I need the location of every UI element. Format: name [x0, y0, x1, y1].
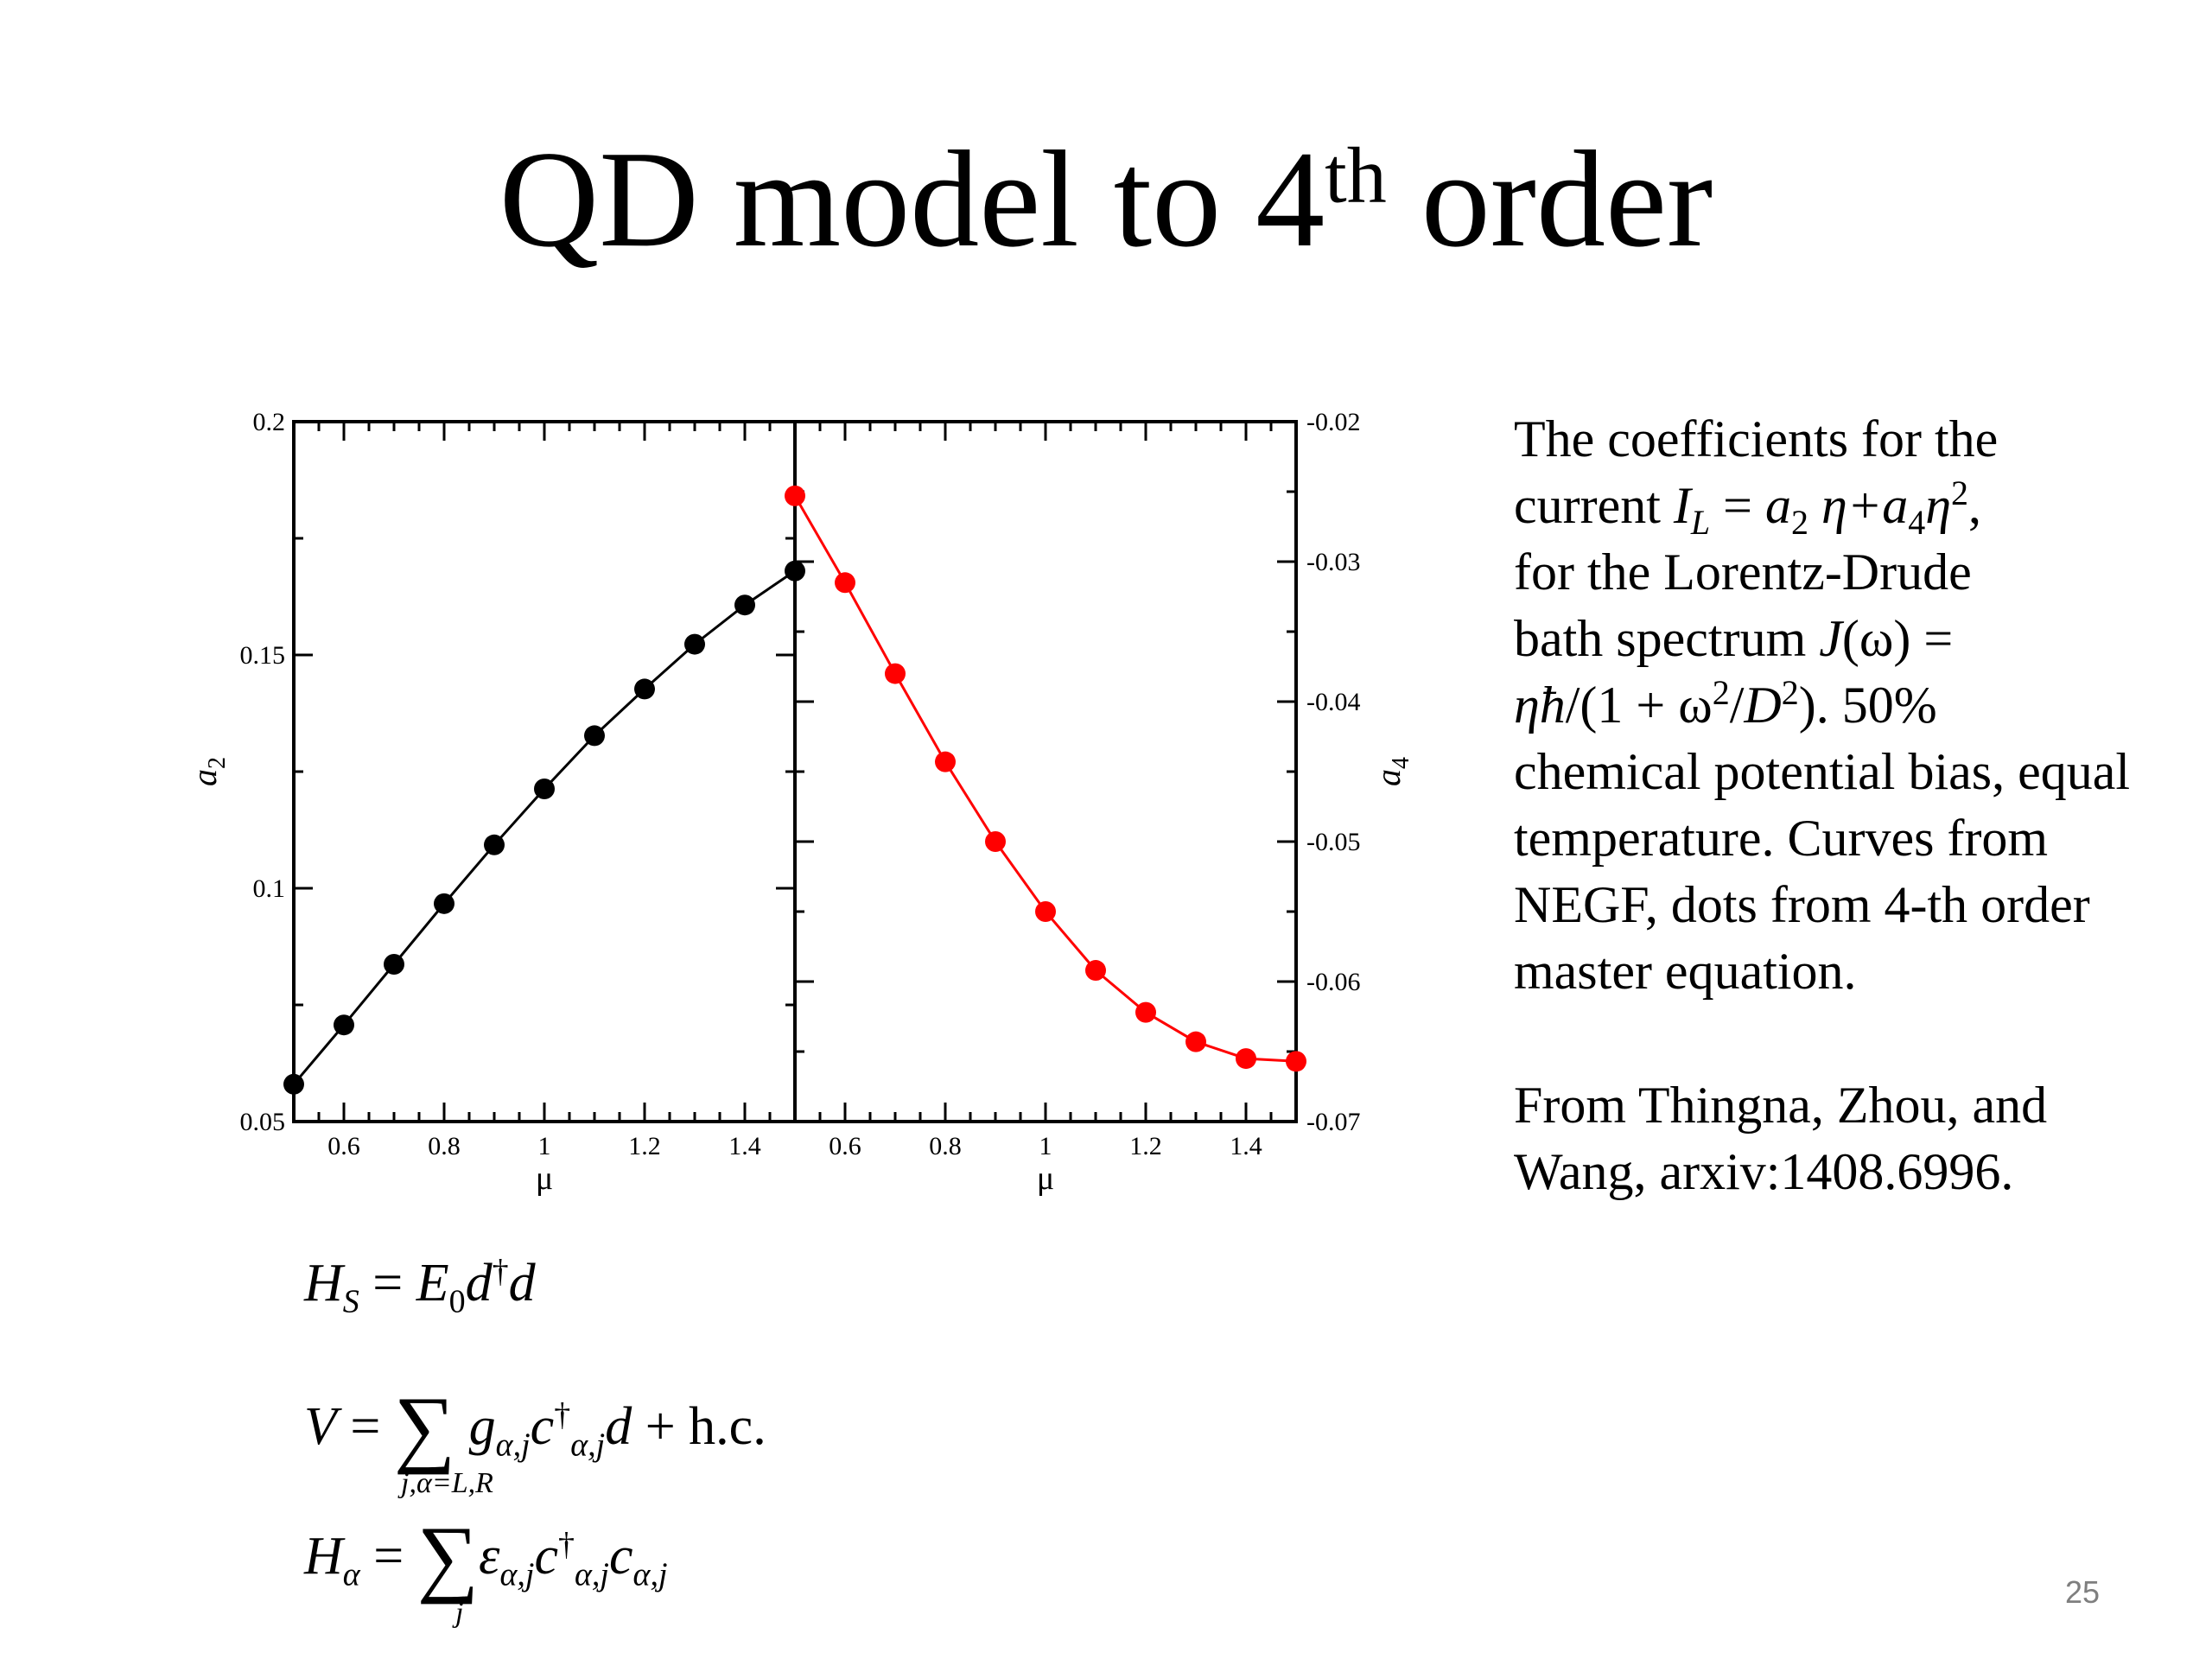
y-tick-label: 0.15	[240, 641, 286, 670]
desc-a2: a	[1764, 477, 1791, 534]
desc-line: The coefficients for the	[1514, 410, 1999, 467]
desc-eta2: η	[1925, 477, 1952, 534]
desc-J: J	[1819, 610, 1842, 667]
desc-current-sub: L	[1690, 503, 1711, 542]
desc-a2-sub: 2	[1790, 503, 1808, 542]
desc-percent: 50%	[1828, 677, 1937, 734]
system-hamiltonian: HS = E0d†d	[304, 1253, 536, 1320]
desc-rest: chemical potential bias, equal temperatu…	[1514, 743, 2131, 1000]
y-axis-label: a2	[185, 757, 231, 786]
series-line	[292, 569, 796, 1085]
desc-bath: bath spectrum	[1514, 610, 1820, 667]
desc-formula-D: D	[1744, 677, 1782, 734]
y-tick-label: 0.1	[253, 874, 286, 903]
data-point	[634, 678, 655, 700]
x-axis-label: μ	[1037, 1160, 1054, 1197]
y-tick-label: -0.07	[1306, 1108, 1361, 1136]
data-point	[1035, 901, 1056, 922]
desc-formula-sq: 2	[1712, 673, 1730, 712]
data-point	[484, 834, 505, 855]
x-tick-label: 1	[538, 1132, 551, 1160]
x-tick-label: 1.4	[1230, 1132, 1262, 1160]
data-point	[584, 725, 605, 747]
x-tick-label: 0.8	[428, 1132, 461, 1160]
desc-formula-slash: /	[1729, 677, 1745, 734]
data-point	[1185, 1031, 1206, 1052]
data-point	[684, 633, 705, 655]
y-tick-label: -0.04	[1306, 688, 1361, 716]
desc-a4: a	[1882, 477, 1909, 534]
x-tick-label: 0.8	[929, 1132, 962, 1160]
plot-frame	[292, 420, 797, 1123]
data-point	[935, 751, 956, 772]
x-axis-label: μ	[536, 1160, 553, 1197]
plot-frame	[793, 420, 1298, 1123]
data-point	[734, 594, 755, 616]
series-line	[793, 495, 1297, 1063]
y-tick-label: -0.02	[1306, 408, 1361, 436]
description-text: The coefficients for the current IL = a2…	[1514, 406, 2171, 1205]
desc-comma: ,	[1968, 477, 1982, 534]
desc-equals: =	[1710, 477, 1765, 534]
y-tick-label: -0.06	[1306, 968, 1361, 996]
desc-formula-eta: ηħ	[1514, 677, 1566, 734]
y-tick-label: -0.03	[1306, 548, 1361, 576]
desc-current: current	[1514, 477, 1674, 534]
desc-square: 2	[1951, 474, 1969, 512]
x-tick-label: 1.2	[628, 1132, 661, 1160]
data-point	[885, 663, 906, 684]
y-tick-label: 0.2	[253, 408, 286, 436]
desc-line: for the Lorentz-Drude	[1514, 543, 1972, 601]
bath-hamiltonian: Hα = ∑ j εα,jc†α,jcα,j	[304, 1509, 668, 1629]
title-superscript: th	[1325, 130, 1387, 219]
x-tick-label: 0.6	[829, 1132, 861, 1160]
y-tick-label: -0.05	[1306, 828, 1361, 856]
data-point	[1236, 1048, 1256, 1070]
sum-limits: j,α=L,R	[401, 1467, 493, 1499]
x-tick-label: 1	[1039, 1132, 1052, 1160]
data-point	[835, 572, 855, 594]
data-point	[1135, 1001, 1156, 1023]
source-citation: From Thingna, Zhou, and Wang, arxiv:1408…	[1514, 1077, 2048, 1200]
data-point	[434, 893, 454, 914]
coupling-hamiltonian: V = ∑ j,α=L,R gα,jc†α,jd + h.c.	[304, 1379, 766, 1499]
x-tick-label: 1.2	[1129, 1132, 1162, 1160]
title-main: QD model to 4	[499, 122, 1325, 276]
sum-symbol: ∑	[416, 1509, 479, 1605]
y-axis-label: a4	[1369, 757, 1414, 786]
desc-a4-sub: 4	[1908, 503, 1926, 542]
desc-eta: η+	[1808, 477, 1883, 534]
page-number: 25	[2064, 1574, 2100, 1610]
desc-current-symbol: I	[1673, 477, 1691, 534]
sum-symbol: ∑	[393, 1379, 456, 1475]
data-point	[1286, 1051, 1306, 1072]
data-point	[785, 485, 805, 506]
hamiltonian-equations: HS = E0d†d V = ∑ j,α=L,R gα,jc†α,jd + h.c…	[304, 1253, 766, 1629]
data-point	[534, 778, 555, 799]
desc-formula-mid: /(1 + ω	[1565, 677, 1713, 734]
title-end: order	[1386, 122, 1713, 276]
desc-omega: (ω) =	[1841, 610, 1954, 667]
desc-formula-sq: 2	[1781, 673, 1799, 712]
data-point	[384, 954, 404, 976]
data-point	[1085, 960, 1106, 982]
slide-title: QD model to 4th order	[0, 130, 2212, 268]
desc-formula-end: ).	[1798, 677, 1829, 734]
data-point	[283, 1073, 304, 1095]
data-point	[985, 831, 1006, 852]
x-tick-label: 1.4	[728, 1132, 761, 1160]
coefficient-chart: 0.6 0.8 1 1.2 1.4 μ 0.05 0.1 0.15 0.2 a2 0.6 0.8 1 1.2…	[185, 408, 1414, 1197]
sum-limits: j	[455, 1597, 464, 1629]
description-paragraph: The coefficients for the current IL = a2…	[1514, 406, 2171, 1005]
data-point	[334, 1014, 354, 1036]
y-tick-label: 0.05	[240, 1108, 286, 1136]
x-tick-label: 0.6	[327, 1132, 360, 1160]
